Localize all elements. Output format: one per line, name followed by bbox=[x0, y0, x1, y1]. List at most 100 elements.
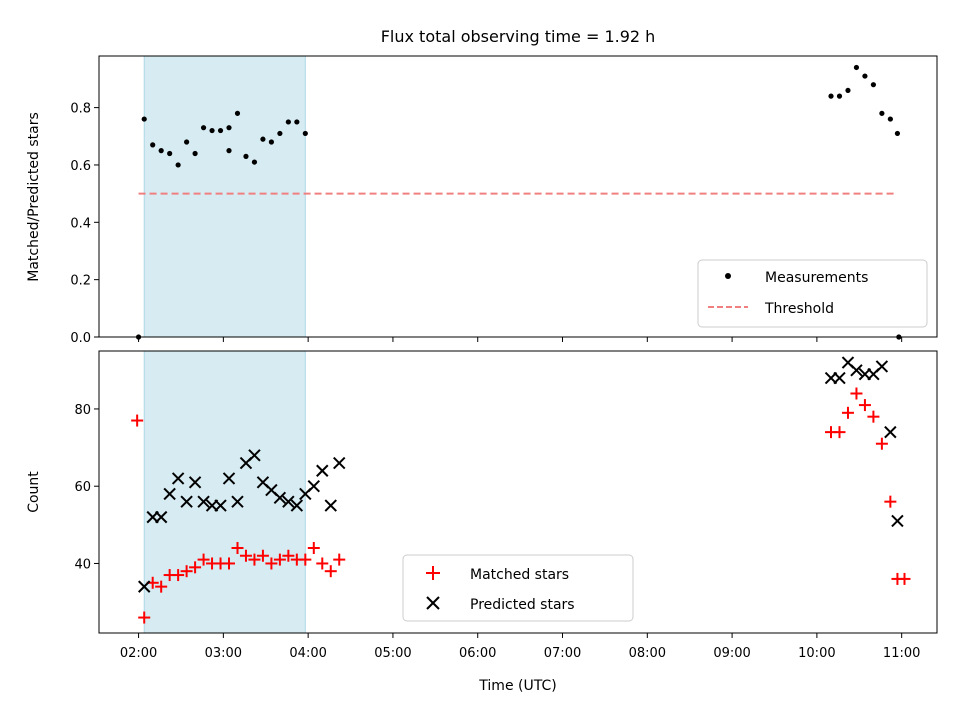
measurement-point bbox=[268, 139, 275, 145]
x-tick-label: 04:00 bbox=[289, 646, 326, 661]
matched-point bbox=[875, 437, 888, 450]
matched-point bbox=[131, 414, 144, 427]
y-tick-label: 60 bbox=[74, 480, 91, 495]
measurement-point bbox=[192, 150, 198, 157]
matched-point bbox=[239, 549, 252, 562]
predicted-point bbox=[850, 364, 863, 377]
matched-point bbox=[333, 553, 346, 566]
measurement-point bbox=[260, 136, 266, 142]
predicted-point bbox=[833, 371, 846, 385]
x-tick-label: 08:00 bbox=[629, 646, 666, 661]
bottom-legend: Matched stars Predicted stars bbox=[402, 554, 634, 622]
measurement-point bbox=[184, 139, 190, 145]
legend-matched-marker bbox=[426, 566, 440, 580]
x-tick-label: 02:00 bbox=[120, 646, 157, 661]
predicted-point bbox=[875, 360, 889, 373]
predicted-point bbox=[316, 464, 329, 477]
bottom-panel-frame bbox=[98, 350, 938, 634]
predicted-point bbox=[273, 491, 287, 505]
matched-point bbox=[316, 557, 329, 570]
measurement-point bbox=[234, 110, 241, 116]
predicted-point bbox=[188, 476, 202, 489]
matched-point bbox=[197, 553, 210, 566]
top-panel-frame bbox=[98, 55, 938, 338]
measurement-point bbox=[302, 130, 308, 137]
matched-point bbox=[265, 557, 278, 570]
legend-measurements-marker bbox=[725, 273, 731, 279]
shaded-interval bbox=[143, 55, 306, 338]
matched-point bbox=[248, 553, 261, 566]
measurement-point bbox=[853, 64, 860, 71]
y-tick-label: 0.8 bbox=[70, 102, 91, 117]
legend-measurements-label: Measurements bbox=[765, 270, 868, 286]
matched-point bbox=[841, 406, 854, 419]
measurement-point bbox=[209, 127, 215, 134]
predicted-point bbox=[248, 449, 261, 462]
x-tick-label: 10:00 bbox=[798, 646, 835, 661]
measurement-point bbox=[141, 116, 147, 122]
matched-point bbox=[299, 553, 312, 566]
measurement-point bbox=[200, 125, 207, 131]
matched-point bbox=[155, 580, 168, 593]
measurement-point bbox=[217, 127, 224, 134]
measurement-point bbox=[879, 110, 885, 116]
matched-point bbox=[324, 565, 337, 578]
y-tick-label: 0.6 bbox=[70, 159, 91, 174]
measurement-point bbox=[150, 142, 156, 148]
matched-point bbox=[307, 542, 320, 555]
legend-matched-label: Matched stars bbox=[470, 567, 569, 583]
matched-point bbox=[898, 572, 911, 585]
measurement-point bbox=[845, 87, 851, 94]
measurement-point bbox=[175, 162, 181, 168]
matched-point bbox=[223, 557, 236, 570]
measurement-point bbox=[285, 119, 291, 125]
y-tick-label: 0.0 bbox=[70, 331, 91, 346]
measurement-point bbox=[887, 116, 893, 122]
predicted-point bbox=[290, 499, 304, 512]
chart-title: Flux total observing time = 1.92 h bbox=[381, 27, 656, 46]
measurement-point bbox=[277, 130, 283, 137]
matched-point bbox=[884, 495, 897, 508]
matched-point bbox=[273, 553, 286, 566]
measurement-point bbox=[862, 73, 868, 79]
predicted-point bbox=[222, 472, 236, 485]
matched-point bbox=[282, 549, 295, 562]
predicted-point bbox=[324, 499, 337, 512]
predicted-point bbox=[138, 580, 151, 593]
matched-point bbox=[850, 387, 863, 400]
matched-point bbox=[172, 569, 185, 582]
predicted-point bbox=[282, 495, 295, 508]
measurement-point bbox=[836, 93, 843, 99]
predicted-point bbox=[154, 510, 168, 524]
predicted-point bbox=[163, 487, 176, 501]
predicted-point bbox=[197, 495, 210, 508]
matched-point bbox=[231, 542, 244, 555]
measurement-point bbox=[894, 130, 901, 137]
predicted-point bbox=[180, 495, 193, 508]
x-axis-label: Time (UTC) bbox=[478, 678, 556, 694]
x-tick-label: 03:00 bbox=[205, 646, 242, 661]
matched-point bbox=[256, 549, 269, 562]
measurement-point bbox=[870, 82, 877, 88]
y-tick-label: 80 bbox=[74, 403, 91, 418]
predicted-point bbox=[214, 499, 227, 512]
matched-point bbox=[858, 399, 871, 412]
x-tick-label: 11:00 bbox=[883, 646, 920, 661]
predicted-point bbox=[171, 472, 185, 485]
measurement-point bbox=[828, 93, 834, 99]
measurement-point bbox=[294, 119, 300, 125]
bottom-panel: 40 60 80 02:00 03:00 04:00 05:00 06:00 07:00 08:… bbox=[26, 350, 938, 694]
matched-point bbox=[180, 565, 193, 578]
predicted-point bbox=[231, 495, 244, 508]
measurement-point bbox=[251, 159, 258, 165]
measurement-point bbox=[158, 148, 164, 154]
matched-point bbox=[833, 426, 846, 439]
y-tick-label: 40 bbox=[74, 557, 91, 572]
matched-point bbox=[138, 611, 151, 624]
measurement-point bbox=[167, 150, 173, 157]
legend-predicted-label: Predicted stars bbox=[470, 597, 575, 613]
y-tick-label: 0.4 bbox=[70, 216, 91, 231]
measurement-point bbox=[226, 125, 232, 131]
y-tick-label: 0.2 bbox=[70, 274, 91, 289]
